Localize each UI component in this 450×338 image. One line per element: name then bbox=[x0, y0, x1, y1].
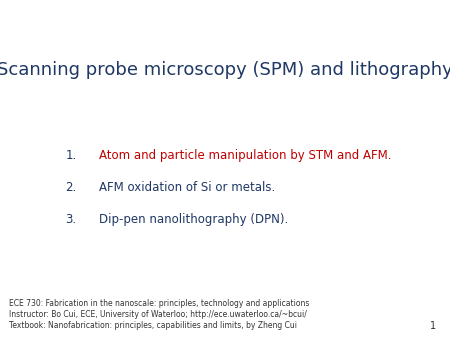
Text: 2.: 2. bbox=[65, 181, 77, 194]
Text: Dip-pen nanolithography (DPN).: Dip-pen nanolithography (DPN). bbox=[99, 213, 288, 226]
Text: Atom and particle manipulation by STM and AFM.: Atom and particle manipulation by STM an… bbox=[99, 149, 392, 162]
Text: Instructor: Bo Cui, ECE, University of Waterloo; http://ece.uwaterloo.ca/~bcui/: Instructor: Bo Cui, ECE, University of W… bbox=[9, 310, 307, 319]
Text: Textbook: Nanofabrication: principles, capabilities and limits, by Zheng Cui: Textbook: Nanofabrication: principles, c… bbox=[9, 321, 297, 330]
Text: AFM oxidation of Si or metals.: AFM oxidation of Si or metals. bbox=[99, 181, 275, 194]
Text: Scanning probe microscopy (SPM) and lithography: Scanning probe microscopy (SPM) and lith… bbox=[0, 61, 450, 79]
Text: 1.: 1. bbox=[65, 149, 77, 162]
Text: ECE 730: Fabrication in the nanoscale: principles, technology and applications: ECE 730: Fabrication in the nanoscale: p… bbox=[9, 299, 310, 308]
Text: 3.: 3. bbox=[65, 213, 77, 226]
Text: 1: 1 bbox=[430, 321, 436, 331]
